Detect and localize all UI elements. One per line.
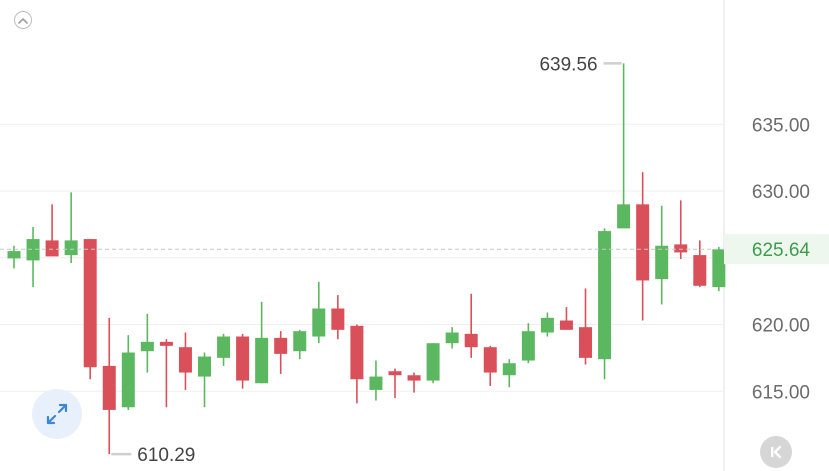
candle-up <box>312 308 326 337</box>
candle-down <box>178 347 192 373</box>
candle-up <box>217 336 231 358</box>
candle-down <box>483 347 497 373</box>
candle-down <box>559 320 573 330</box>
candle-down <box>464 333 478 348</box>
y-tick-label: 615.00 <box>752 382 810 403</box>
candle-up <box>369 376 383 390</box>
high-low-markers: 639.56 610.29 <box>111 54 622 466</box>
candle-up <box>617 204 631 229</box>
high-price-label: 639.56 <box>539 54 597 75</box>
candle-up <box>426 343 440 381</box>
current-price-label: 625.64 <box>752 240 811 261</box>
candle-down <box>674 244 688 253</box>
candle-down <box>388 371 402 376</box>
candle-down <box>693 255 707 286</box>
candle-up <box>255 337 269 384</box>
current-price-tag <box>724 234 829 265</box>
candle-up <box>712 249 726 288</box>
expand-arrows-icon <box>46 403 68 425</box>
candle-down <box>331 308 345 330</box>
candle-up <box>598 231 612 360</box>
y-tick-label: 630.00 <box>752 182 810 203</box>
y-tick-label: 635.00 <box>752 115 810 136</box>
current-price-marker: 625.64 <box>0 234 829 265</box>
candle-up <box>140 341 154 352</box>
candle-down <box>102 365 116 410</box>
skip-to-start-icon <box>771 445 782 459</box>
candle-down <box>236 336 250 381</box>
candle-up <box>293 331 307 352</box>
candle-up <box>198 356 211 377</box>
candles <box>7 63 726 455</box>
candle-up <box>64 240 78 256</box>
low-price-label: 610.29 <box>137 445 195 466</box>
collapse-button[interactable] <box>14 11 32 29</box>
candle-up <box>7 251 21 259</box>
candle-down <box>159 341 173 346</box>
chevron-up-icon <box>18 17 28 24</box>
candle-down <box>274 337 288 354</box>
candle-down <box>350 325 364 380</box>
candle-up <box>540 317 554 333</box>
candle-up <box>445 332 459 344</box>
candle-down <box>579 327 592 358</box>
candle-down <box>407 375 421 381</box>
y-tick-label: 620.00 <box>752 316 810 337</box>
y-axis-ticks: 635.00 630.00 620.00 615.00 <box>752 115 810 403</box>
rewind-to-latest-button[interactable] <box>760 436 792 468</box>
candle-down <box>636 204 650 281</box>
candle-up <box>521 331 535 361</box>
candle-down <box>83 239 97 368</box>
expand-chart-button[interactable] <box>32 389 82 439</box>
candle-up <box>26 239 40 261</box>
grid-lines <box>0 123 724 392</box>
candle-up <box>121 352 135 408</box>
candle-up <box>502 363 516 376</box>
candle-up <box>655 245 669 280</box>
candle-down <box>45 240 59 257</box>
